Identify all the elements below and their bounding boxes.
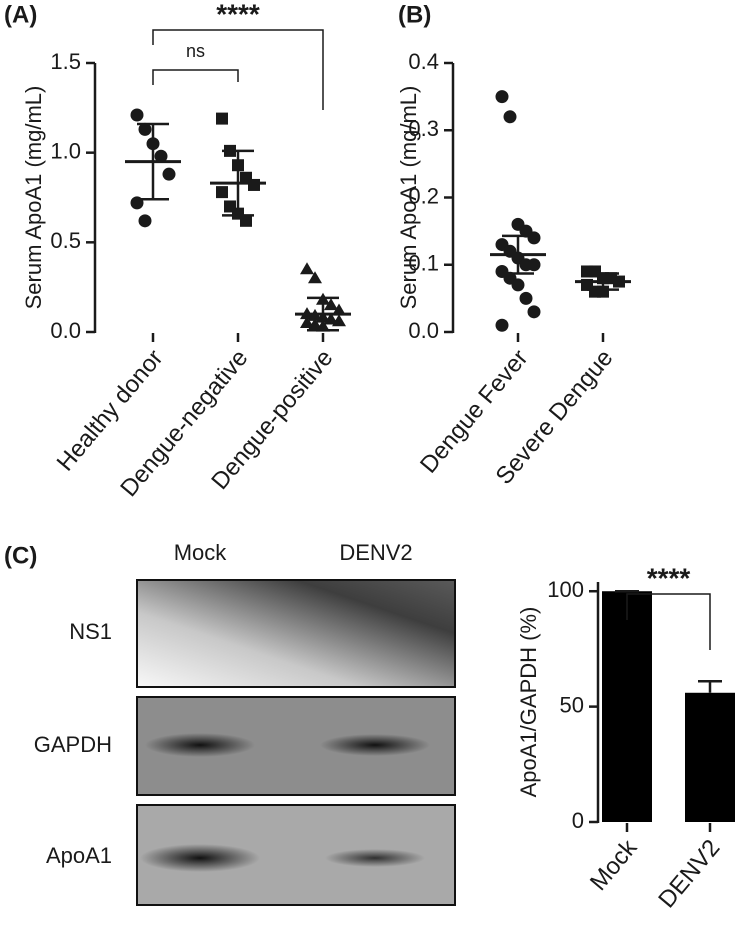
data-point bbox=[300, 316, 314, 329]
y-tick-label: 100 bbox=[547, 577, 584, 602]
error-bar bbox=[502, 234, 534, 275]
panel-label: (A) bbox=[4, 1, 37, 28]
data-point bbox=[216, 112, 228, 125]
data-point bbox=[162, 167, 176, 181]
blot-band bbox=[140, 844, 260, 872]
blot-column-label: Mock bbox=[174, 540, 228, 565]
data-point bbox=[527, 305, 541, 319]
data-point bbox=[495, 90, 509, 104]
blot-band bbox=[145, 733, 255, 757]
data-point bbox=[138, 122, 152, 136]
data-point bbox=[138, 214, 152, 228]
x-tick-label: Mock bbox=[585, 834, 643, 896]
data-point bbox=[511, 278, 525, 292]
y-tick-label: 0.3 bbox=[408, 116, 439, 141]
error-bar bbox=[307, 296, 339, 332]
blot-band bbox=[325, 849, 425, 867]
y-tick-label: 0.0 bbox=[50, 318, 81, 343]
data-point bbox=[527, 231, 541, 245]
y-tick-label: 1.0 bbox=[50, 138, 81, 163]
data-point bbox=[503, 110, 517, 124]
data-point bbox=[527, 258, 541, 272]
bar bbox=[685, 692, 735, 822]
significance-label: ns bbox=[186, 41, 205, 61]
bar bbox=[602, 591, 652, 822]
data-point bbox=[332, 314, 346, 327]
y-axis-label: Serum ApoA1 (mg/mL) bbox=[396, 86, 421, 310]
y-tick-label: 50 bbox=[560, 692, 584, 717]
y-tick-label: 0.4 bbox=[408, 49, 439, 74]
error-bar bbox=[698, 679, 722, 693]
significance-bracket bbox=[626, 593, 711, 650]
x-tick-label: DENV2 bbox=[653, 835, 725, 914]
y-tick-label: 0.1 bbox=[408, 251, 439, 276]
blot-row-label: GAPDH bbox=[34, 732, 112, 757]
data-point bbox=[300, 262, 314, 275]
y-tick-label: 1.5 bbox=[50, 49, 81, 74]
y-tick-label: 0.5 bbox=[50, 228, 81, 253]
significance-label: **** bbox=[216, 0, 260, 29]
blot-column-label: DENV2 bbox=[339, 540, 412, 565]
y-tick-label: 0 bbox=[572, 808, 584, 833]
data-point bbox=[308, 271, 322, 284]
significance-label: **** bbox=[647, 562, 691, 593]
data-point bbox=[216, 186, 228, 199]
y-axis-label: ApoA1/GAPDH (%) bbox=[516, 607, 541, 798]
y-tick-label: 0.0 bbox=[408, 318, 439, 343]
data-point bbox=[519, 291, 533, 305]
y-axis-label: Serum ApoA1 (mg/mL) bbox=[21, 86, 46, 310]
y-tick-label: 0.2 bbox=[408, 183, 439, 208]
significance-bracket bbox=[152, 29, 324, 110]
blot-band bbox=[320, 734, 430, 756]
data-point bbox=[130, 108, 144, 122]
blot-row-label: NS1 bbox=[69, 619, 112, 644]
blot-row-label: ApoA1 bbox=[46, 843, 112, 868]
panel-label: (C) bbox=[4, 542, 37, 569]
data-point bbox=[240, 214, 252, 227]
panel-label: (B) bbox=[398, 1, 431, 28]
data-point bbox=[154, 149, 168, 163]
data-point bbox=[324, 298, 338, 311]
data-point bbox=[324, 312, 338, 325]
data-point bbox=[495, 318, 509, 332]
data-point bbox=[332, 303, 346, 316]
significance-bracket bbox=[152, 69, 239, 85]
error-bar bbox=[222, 149, 254, 217]
blot-image bbox=[136, 579, 456, 688]
data-point bbox=[308, 317, 322, 330]
error-bar bbox=[587, 272, 619, 291]
data-point bbox=[248, 178, 260, 191]
error-bar bbox=[137, 122, 169, 201]
